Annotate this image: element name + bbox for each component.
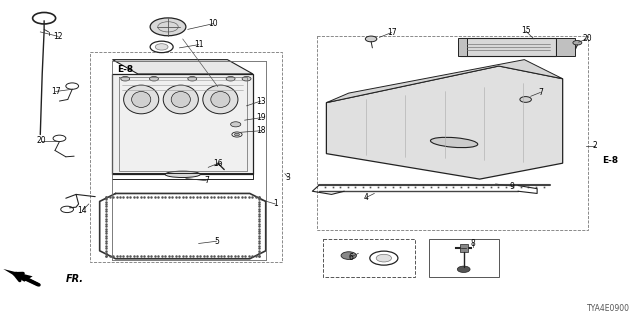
Text: 9: 9 (509, 182, 514, 191)
Ellipse shape (165, 171, 200, 178)
Text: E-8: E-8 (602, 156, 619, 164)
Text: 11: 11 (194, 40, 204, 49)
Text: FR.: FR. (66, 275, 84, 284)
Text: 13: 13 (256, 97, 266, 106)
Ellipse shape (172, 92, 190, 108)
Circle shape (376, 254, 392, 262)
Polygon shape (458, 38, 467, 56)
Polygon shape (326, 60, 563, 103)
Text: 20: 20 (582, 35, 592, 44)
Polygon shape (326, 66, 563, 179)
Ellipse shape (132, 92, 151, 108)
Ellipse shape (124, 85, 159, 114)
Circle shape (573, 41, 582, 45)
Text: 8: 8 (471, 239, 476, 248)
Text: 5: 5 (214, 237, 219, 246)
Text: E-8: E-8 (117, 65, 133, 74)
Text: 1: 1 (273, 199, 278, 208)
Circle shape (242, 76, 251, 81)
Polygon shape (113, 60, 253, 74)
Circle shape (365, 36, 377, 42)
Ellipse shape (211, 92, 230, 108)
Text: 10: 10 (209, 19, 218, 28)
Circle shape (188, 76, 196, 81)
Text: 4: 4 (364, 193, 369, 202)
Text: 19: 19 (257, 113, 266, 122)
Text: 20: 20 (36, 136, 45, 145)
Text: 18: 18 (257, 126, 266, 135)
Text: TYA4E0900: TYA4E0900 (587, 304, 630, 313)
Text: 16: 16 (214, 159, 223, 168)
Circle shape (150, 18, 186, 36)
Text: 3: 3 (285, 173, 291, 182)
Ellipse shape (163, 85, 198, 114)
Polygon shape (113, 74, 253, 174)
Text: 7: 7 (204, 176, 209, 185)
Text: 15: 15 (521, 27, 531, 36)
Circle shape (341, 252, 356, 260)
Circle shape (121, 76, 130, 81)
Text: 12: 12 (53, 32, 63, 41)
Circle shape (150, 76, 159, 81)
Polygon shape (556, 38, 575, 56)
Text: 2: 2 (592, 141, 597, 150)
Ellipse shape (203, 85, 238, 114)
Text: 17: 17 (51, 87, 60, 96)
Ellipse shape (431, 137, 477, 148)
Circle shape (230, 122, 241, 127)
Circle shape (234, 133, 239, 136)
Circle shape (458, 266, 470, 272)
Circle shape (520, 97, 531, 102)
Circle shape (226, 76, 235, 81)
Text: 17: 17 (387, 28, 396, 37)
Polygon shape (461, 38, 556, 56)
Text: 6: 6 (348, 253, 353, 262)
Polygon shape (3, 269, 33, 282)
Text: 14: 14 (77, 206, 87, 215)
Circle shape (156, 44, 168, 50)
Text: 7: 7 (538, 88, 543, 97)
